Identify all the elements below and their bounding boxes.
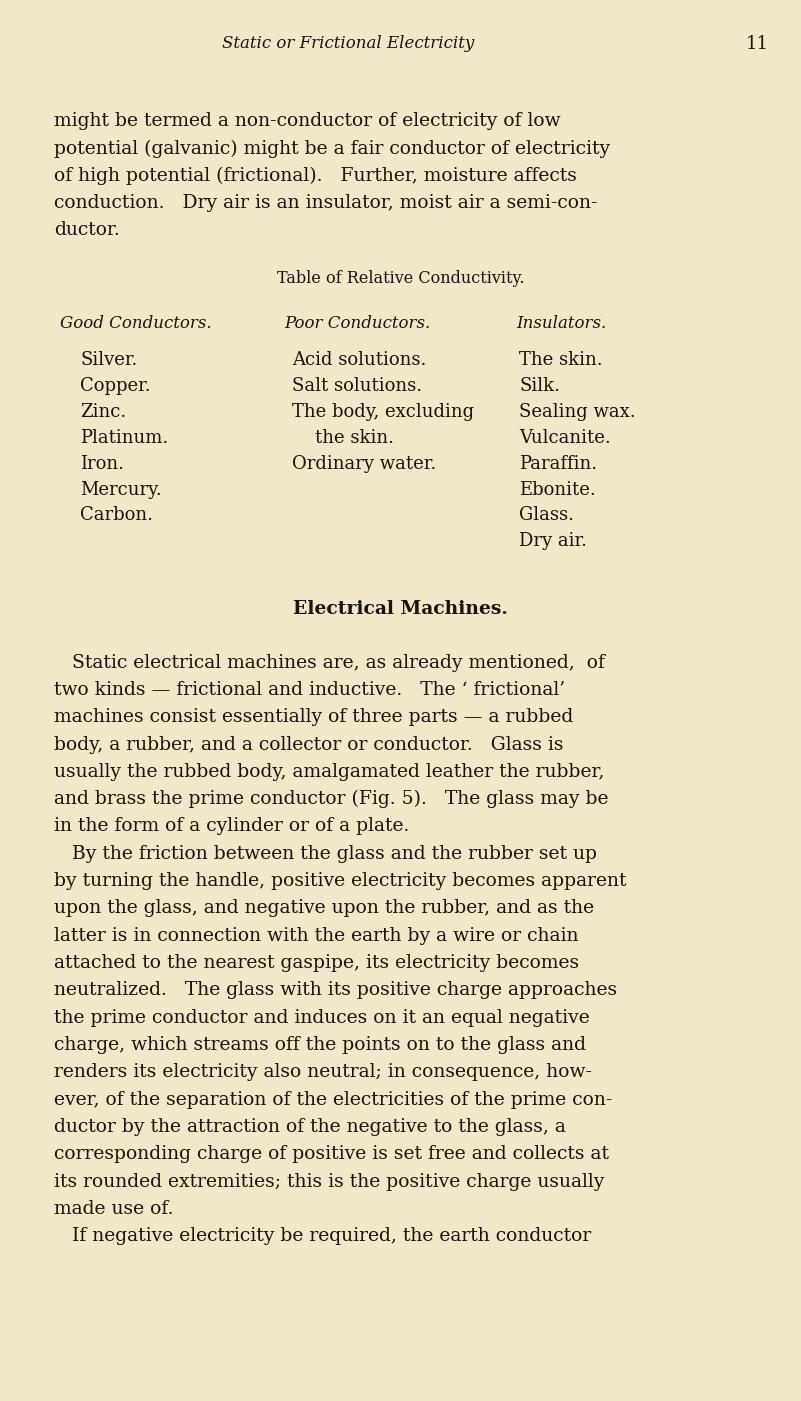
Text: Mercury.: Mercury.	[80, 481, 162, 499]
Text: usually the rubbed body, amalgamated leather the rubber,: usually the rubbed body, amalgamated lea…	[54, 762, 605, 780]
Text: conduction.   Dry air is an insulator, moist air a semi-con-: conduction. Dry air is an insulator, moi…	[54, 193, 598, 212]
Text: Static or Frictional Electricity: Static or Frictional Electricity	[223, 35, 474, 52]
Text: Static electrical machines are, as already mentioned,  of: Static electrical machines are, as alrea…	[54, 653, 606, 671]
Text: Table of Relative Conductivity.: Table of Relative Conductivity.	[277, 269, 524, 287]
Text: might be termed a non-conductor of electricity of low: might be termed a non-conductor of elect…	[54, 112, 561, 130]
Text: Iron.: Iron.	[80, 454, 124, 472]
Text: the skin.: the skin.	[292, 429, 394, 447]
Text: ductor.: ductor.	[54, 221, 120, 240]
Text: upon the glass, and negative upon the rubber, and as the: upon the glass, and negative upon the ru…	[54, 899, 594, 918]
Text: its rounded extremities; this is the positive charge usually: its rounded extremities; this is the pos…	[54, 1173, 605, 1191]
Text: body, a rubber, and a collector or conductor.   Glass is: body, a rubber, and a collector or condu…	[54, 736, 564, 754]
Text: and brass the prime conductor (Fig. 5).   The glass may be: and brass the prime conductor (Fig. 5). …	[54, 790, 609, 808]
Text: Electrical Machines.: Electrical Machines.	[293, 600, 508, 618]
Text: Glass.: Glass.	[519, 506, 574, 524]
Text: ductor by the attraction of the negative to the glass, a: ductor by the attraction of the negative…	[54, 1118, 566, 1136]
Text: the prime conductor and induces on it an equal negative: the prime conductor and induces on it an…	[54, 1009, 590, 1027]
Text: renders its electricity also neutral; in consequence, how-: renders its electricity also neutral; in…	[54, 1063, 593, 1082]
Text: Silk.: Silk.	[519, 377, 560, 395]
Text: The skin.: The skin.	[519, 350, 602, 368]
Text: Ordinary water.: Ordinary water.	[292, 454, 437, 472]
Text: made use of.: made use of.	[54, 1199, 174, 1217]
Text: If negative electricity be required, the earth conductor: If negative electricity be required, the…	[54, 1227, 592, 1245]
Text: machines consist essentially of three parts — a rubbed: machines consist essentially of three pa…	[54, 708, 574, 726]
Text: potential (galvanic) might be a fair conductor of electricity: potential (galvanic) might be a fair con…	[54, 140, 610, 158]
Text: Carbon.: Carbon.	[80, 506, 153, 524]
Text: Acid solutions.: Acid solutions.	[292, 350, 427, 368]
Text: two kinds — frictional and inductive.   The ‘ frictional’: two kinds — frictional and inductive. Th…	[54, 681, 566, 699]
Text: Insulators.: Insulators.	[517, 315, 607, 332]
Text: ever, of the separation of the electricities of the prime con-: ever, of the separation of the electrici…	[54, 1090, 613, 1108]
Text: Zinc.: Zinc.	[80, 402, 127, 420]
Text: Vulcanite.: Vulcanite.	[519, 429, 611, 447]
Text: Dry air.: Dry air.	[519, 532, 587, 551]
Text: Paraffin.: Paraffin.	[519, 454, 598, 472]
Text: Ebonite.: Ebonite.	[519, 481, 596, 499]
Text: Salt solutions.: Salt solutions.	[292, 377, 422, 395]
Text: corresponding charge of positive is set free and collects at: corresponding charge of positive is set …	[54, 1145, 610, 1163]
Text: Sealing wax.: Sealing wax.	[519, 402, 636, 420]
Text: By the friction between the glass and the rubber set up: By the friction between the glass and th…	[54, 845, 598, 863]
Text: Silver.: Silver.	[80, 350, 138, 368]
Text: of high potential (frictional).   Further, moisture affects: of high potential (frictional). Further,…	[54, 167, 578, 185]
Text: in the form of a cylinder or of a plate.: in the form of a cylinder or of a plate.	[54, 817, 410, 835]
Text: by turning the handle, positive electricity becomes apparent: by turning the handle, positive electric…	[54, 871, 627, 890]
Text: Poor Conductors.: Poor Conductors.	[284, 315, 431, 332]
Text: latter is in connection with the earth by a wire or chain: latter is in connection with the earth b…	[54, 926, 579, 944]
Text: 11: 11	[746, 35, 769, 53]
Text: Good Conductors.: Good Conductors.	[60, 315, 211, 332]
Text: charge, which streams off the points on to the glass and: charge, which streams off the points on …	[54, 1035, 586, 1054]
Text: attached to the nearest gaspipe, its electricity becomes: attached to the nearest gaspipe, its ele…	[54, 954, 580, 972]
Text: Platinum.: Platinum.	[80, 429, 168, 447]
Text: Copper.: Copper.	[80, 377, 151, 395]
Text: neutralized.   The glass with its positive charge approaches: neutralized. The glass with its positive…	[54, 981, 618, 999]
Text: The body, excluding: The body, excluding	[292, 402, 474, 420]
